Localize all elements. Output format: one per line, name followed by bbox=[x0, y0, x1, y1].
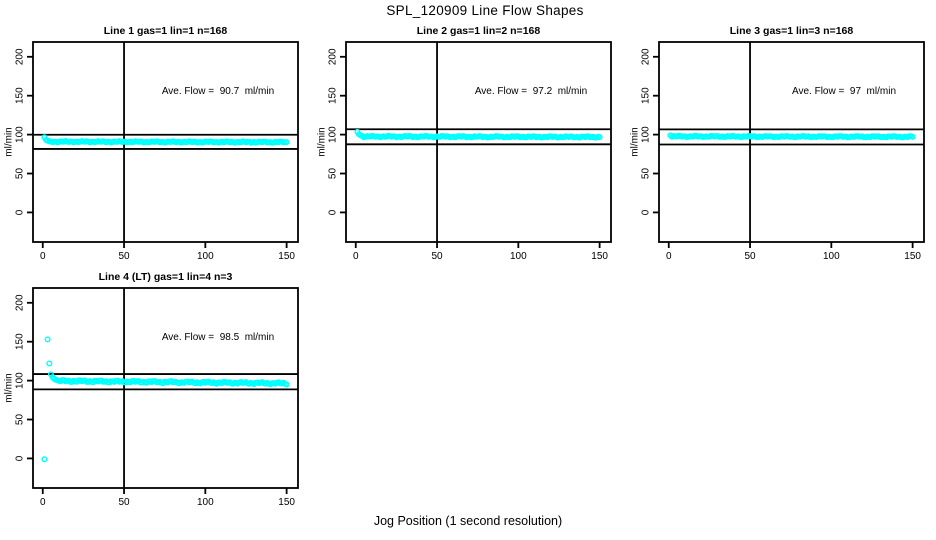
data-points bbox=[41, 336, 290, 463]
plot-box bbox=[345, 41, 612, 243]
data-points bbox=[41, 134, 290, 146]
flow-point bbox=[44, 336, 51, 343]
y-tick-label: 0 bbox=[328, 209, 339, 215]
x-tick-label: 0 bbox=[666, 251, 672, 262]
panel-title: Line 4 (LT) gas=1 lin=4 n=3 bbox=[98, 271, 233, 283]
panel-line-1: 0 50 100 150 0 50 100 150 200 ml/min Line 1 gas=1… bbox=[0, 20, 312, 266]
y-tick-label: 0 bbox=[641, 209, 652, 215]
line-2-scatter-plot: 0 50 100 150 0 50 100 150 200 ml/min bbox=[317, 41, 612, 262]
y-tick-label: 200 bbox=[328, 48, 339, 65]
y-tick-label: 150 bbox=[328, 87, 339, 104]
y-tick-label: 150 bbox=[15, 87, 26, 104]
x-axis-label: Jog Position (1 second resolution) bbox=[373, 514, 563, 528]
x-tick-label: 50 bbox=[118, 497, 130, 508]
flow-point bbox=[283, 381, 290, 388]
y-tick-label: 50 bbox=[641, 168, 652, 180]
data-points bbox=[667, 132, 916, 141]
ave-flow-annotation: Ave. Flow = 98.5 ml/min bbox=[161, 332, 275, 343]
x-tick-label: 50 bbox=[744, 251, 756, 262]
x-tick-label: 150 bbox=[904, 251, 921, 262]
ave-flow-annotation: Ave. Flow = 90.7 ml/min bbox=[161, 86, 275, 97]
y-tick-label: 100 bbox=[641, 126, 652, 143]
panel-title: Line 1 gas=1 lin=1 n=168 bbox=[103, 25, 228, 37]
line-3-scatter-plot: 0 50 100 150 0 50 100 150 200 ml/min bbox=[630, 41, 925, 262]
y-tick-label: 200 bbox=[15, 48, 26, 65]
flow-point bbox=[283, 139, 290, 146]
y-tick-label: 150 bbox=[15, 333, 26, 350]
y-tick-label: 150 bbox=[641, 87, 652, 104]
flow-point bbox=[596, 134, 603, 141]
page-title: SPL_120909 Line Flow Shapes bbox=[386, 3, 584, 18]
x-tick-label: 0 bbox=[40, 497, 46, 508]
flow-point bbox=[46, 360, 53, 367]
y-tick-label: 50 bbox=[328, 168, 339, 180]
x-tick-label: 100 bbox=[197, 497, 214, 508]
data-points bbox=[354, 128, 603, 141]
flow-point bbox=[909, 133, 916, 140]
y-tick-label: 50 bbox=[15, 414, 26, 426]
y-tick-label: 200 bbox=[641, 48, 652, 65]
y-tick-label: 0 bbox=[15, 209, 26, 215]
y-tick-label: 100 bbox=[15, 126, 26, 143]
x-tick-label: 100 bbox=[510, 251, 527, 262]
x-tick-label: 50 bbox=[431, 251, 443, 262]
line-1-scatter-plot: 0 50 100 150 0 50 100 150 200 ml/min bbox=[4, 41, 299, 262]
panel-line-4: 0 50 100 150 0 50 100 150 200 ml/min Line 4 (LT) … bbox=[0, 266, 312, 512]
panel-line-2: 0 50 100 150 0 50 100 150 200 ml/min Line 2 gas=1… bbox=[313, 20, 625, 266]
ave-flow-annotation: Ave. Flow = 97 ml/min bbox=[791, 86, 897, 97]
panel-title: Line 2 gas=1 lin=2 n=168 bbox=[416, 25, 541, 37]
x-tick-label: 150 bbox=[278, 251, 295, 262]
panel-line-3: 0 50 100 150 0 50 100 150 200 ml/min Line 3 gas=1… bbox=[626, 20, 936, 266]
x-tick-label: 0 bbox=[353, 251, 359, 262]
line-4-scatter-plot: 0 50 100 150 0 50 100 150 200 ml/min bbox=[4, 287, 299, 508]
plot-box bbox=[32, 287, 299, 489]
x-tick-label: 100 bbox=[197, 251, 214, 262]
y-tick-label: 50 bbox=[15, 168, 26, 180]
y-axis-label: ml/min bbox=[4, 373, 15, 402]
plot-box bbox=[658, 41, 925, 243]
ave-flow-annotation: Ave. Flow = 97.2 ml/min bbox=[474, 86, 588, 97]
x-tick-label: 150 bbox=[591, 251, 608, 262]
plot-box bbox=[32, 41, 299, 243]
y-axis-label: ml/min bbox=[317, 127, 328, 156]
x-tick-label: 150 bbox=[278, 497, 295, 508]
y-tick-label: 100 bbox=[328, 126, 339, 143]
panel-title: Line 3 gas=1 lin=3 n=168 bbox=[729, 25, 854, 37]
y-tick-label: 100 bbox=[15, 372, 26, 389]
flow-point bbox=[41, 456, 48, 463]
x-tick-label: 0 bbox=[40, 251, 46, 262]
x-tick-label: 100 bbox=[823, 251, 840, 262]
y-axis-label: ml/min bbox=[630, 127, 641, 156]
x-tick-label: 50 bbox=[118, 251, 130, 262]
y-tick-label: 200 bbox=[15, 294, 26, 311]
y-axis-label: ml/min bbox=[4, 127, 15, 156]
y-tick-label: 0 bbox=[15, 455, 26, 461]
